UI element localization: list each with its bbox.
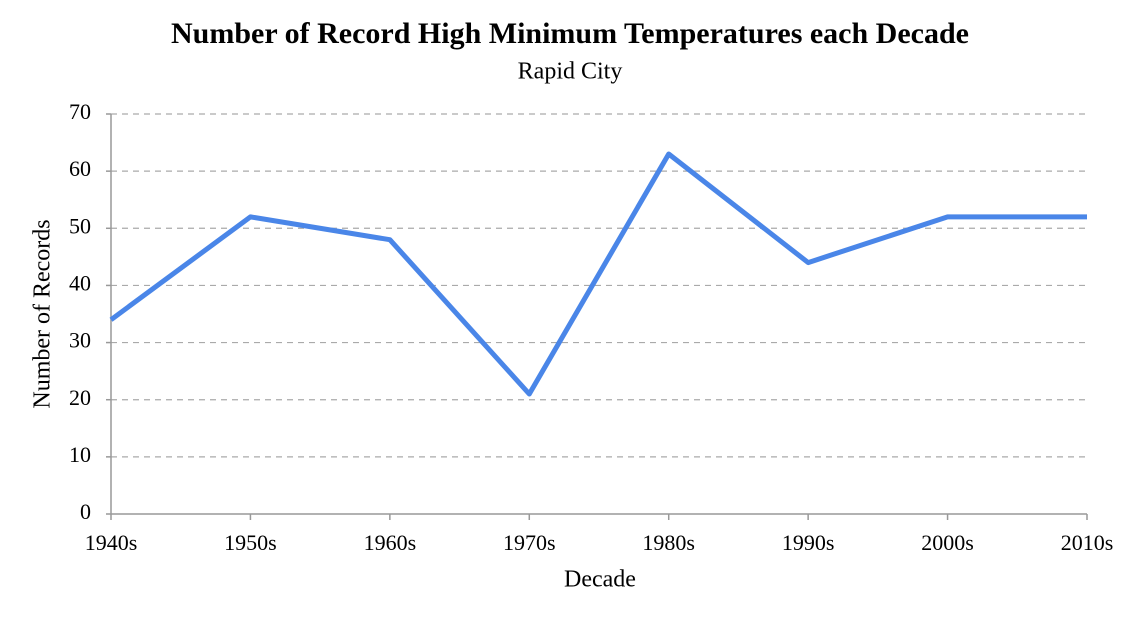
x-tick-label: 1940s xyxy=(85,530,138,555)
y-tick-label: 70 xyxy=(69,99,91,124)
x-tick-label: 2000s xyxy=(921,530,974,555)
y-tick-label: 10 xyxy=(69,442,91,467)
y-tick-label: 30 xyxy=(69,328,91,353)
y-tick-label: 0 xyxy=(80,499,91,524)
x-axis-label: Decade xyxy=(564,567,636,593)
x-tick-label: 2010s xyxy=(1061,530,1114,555)
y-axis-label: Number of Records xyxy=(30,219,56,408)
y-tick-label: 20 xyxy=(69,385,91,410)
x-tick-label: 1980s xyxy=(642,530,695,555)
y-tick-label: 60 xyxy=(69,156,91,181)
x-tick-label: 1990s xyxy=(782,530,835,555)
chart-title: Number of Record High Minimum Temperatur… xyxy=(171,17,969,50)
y-tick-label: 40 xyxy=(69,270,91,295)
x-tick-label: 1970s xyxy=(503,530,556,555)
chart-subtitle: Rapid City xyxy=(518,59,623,85)
y-tick-label: 50 xyxy=(69,213,91,238)
x-tick-label: 1950s xyxy=(224,530,277,555)
data-line xyxy=(109,151,1087,397)
x-tick-label: 1960s xyxy=(364,530,417,555)
